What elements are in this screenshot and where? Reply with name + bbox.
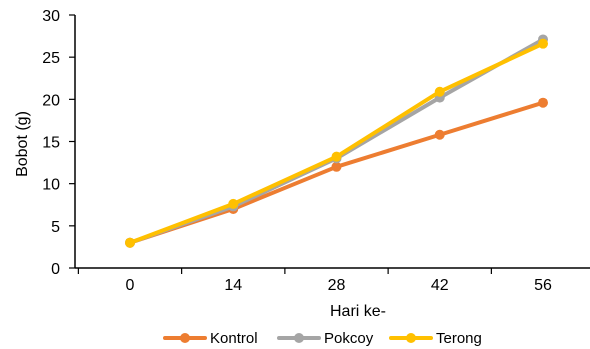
legend-label: Kontrol <box>210 330 258 347</box>
x-axis-title: Hari ke- <box>330 303 386 320</box>
series-terong <box>125 38 548 248</box>
y-tick-label: 0 <box>51 261 60 278</box>
x-tick-label: 42 <box>431 277 449 294</box>
legend-label: Terong <box>436 330 482 347</box>
data-point <box>228 198 239 209</box>
legend-item-pokcoy: Pokcoy <box>277 330 374 347</box>
data-point <box>538 38 548 49</box>
legend-item-terong: Terong <box>389 330 482 347</box>
legend-marker <box>406 333 416 343</box>
legend-item-kontrol: Kontrol <box>163 330 258 347</box>
data-point <box>125 237 135 248</box>
data-point <box>331 151 342 162</box>
series-kontrol <box>125 97 548 248</box>
series-pokcoy <box>125 34 548 248</box>
data-point <box>331 161 342 172</box>
legend-label: Pokcoy <box>324 330 374 347</box>
x-tick-label: 28 <box>328 277 346 294</box>
y-tick-label: 15 <box>42 135 60 152</box>
y-tick-label: 25 <box>42 50 60 67</box>
y-axis: 0 5 10 15 20 25 30 <box>42 8 76 278</box>
series-line <box>128 37 545 245</box>
data-point <box>434 129 445 140</box>
series-layer <box>125 34 548 248</box>
x-axis: 0 14 28 42 56 <box>75 267 590 294</box>
x-tick-label: 14 <box>224 277 242 294</box>
data-point <box>538 97 548 108</box>
legend: Kontrol Pokcoy Terong <box>163 330 482 347</box>
series-line <box>128 41 545 245</box>
y-tick-label: 30 <box>42 8 60 25</box>
y-tick-label: 20 <box>42 92 60 109</box>
legend-marker <box>294 333 304 343</box>
legend-marker <box>180 333 190 343</box>
y-axis-title: Bobot (g) <box>14 111 31 177</box>
data-point <box>434 86 445 97</box>
y-tick-label: 10 <box>42 177 60 194</box>
x-tick-label: 0 <box>126 277 135 294</box>
y-tick-label: 5 <box>51 219 60 236</box>
x-tick-label: 56 <box>534 277 552 294</box>
